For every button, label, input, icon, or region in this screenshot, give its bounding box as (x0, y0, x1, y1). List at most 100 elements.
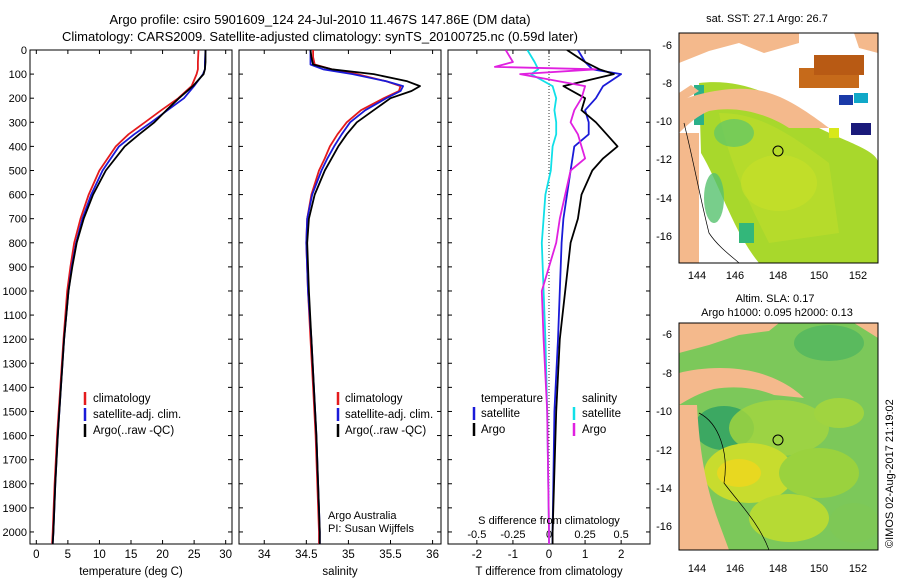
svg-text:-16: -16 (656, 521, 672, 533)
legend-temp-title: temperature (481, 393, 543, 405)
sla-map-title-1: Altim. SLA: 0.17 (736, 293, 815, 305)
svg-text:-6: -6 (662, 329, 672, 341)
sst-map-title: sat. SST: 27.1 Argo: 26.7 (706, 13, 828, 25)
svg-text:-8: -8 (662, 368, 672, 380)
svg-text:146: 146 (726, 563, 744, 575)
s-axis-title: S difference from climatology (478, 515, 620, 527)
series-line-s-argo (493, 50, 597, 544)
x-tick-label: 34.5 (295, 549, 317, 561)
difference-panel: -2 -1 0 1 2-0.5 -0.25 0 0.25 0.5 (447, 49, 651, 561)
depth-tick-label: 800 (9, 238, 27, 250)
title-line-1: Argo profile: csiro 5901609_124 24-Jul-2… (109, 12, 531, 27)
x-tick-label: 35.5 (379, 549, 401, 561)
diff-xlabel: T difference from climatology (475, 566, 622, 578)
x-tick-label: 15 (125, 549, 138, 561)
diff-legend: temperature satellite Argo salinity sate… (472, 393, 621, 527)
annotation-line-2: PI: Susan Wijffels (328, 523, 414, 535)
s-tick-label: 0.25 (574, 529, 595, 541)
svg-text:148: 148 (769, 270, 787, 282)
depth-tick-label: 300 (9, 117, 27, 129)
depth-tick-label: 100 (9, 69, 27, 81)
x-tick-label: -2 (472, 549, 482, 561)
temp-xlabel: temperature (deg C) (79, 566, 183, 578)
series-line-argo-raw-qc (306, 50, 421, 544)
legend-t-argo-label: Argo (481, 424, 505, 436)
series-line-argo-raw-qc (51, 50, 207, 544)
depth-tick-label: 0 (21, 45, 27, 57)
depth-tick-label: 1700 (3, 455, 27, 467)
depth-tick-label: 1000 (3, 286, 27, 298)
legend-clim-label: climatology (93, 393, 151, 405)
x-tick-label: 10 (93, 549, 106, 561)
svg-text:-10: -10 (656, 406, 672, 418)
svg-text:146: 146 (726, 270, 744, 282)
depth-tick-label: 1600 (3, 431, 27, 443)
legend-s-argo-label: Argo (582, 424, 606, 436)
depth-tick-label: 600 (9, 190, 27, 202)
salinity-series-group (305, 50, 421, 544)
depth-tick-label: 200 (9, 93, 27, 105)
sal-xlabel: salinity (322, 566, 357, 578)
x-tick-label: 34 (258, 549, 271, 561)
svg-text:144: 144 (688, 563, 706, 575)
temperature-panel: 0100200300400500600700800900100011001200… (3, 45, 233, 561)
x-tick-label: 30 (219, 549, 232, 561)
x-tick-label: 5 (65, 549, 71, 561)
svg-text:152: 152 (849, 270, 867, 282)
annotation-line-1: Argo Australia (328, 510, 397, 522)
svg-text:-8: -8 (662, 78, 672, 90)
svg-text:144: 144 (688, 270, 706, 282)
series-line-t-satellite (551, 50, 622, 544)
x-tick-label: 36 (426, 549, 439, 561)
title-line-2: Climatology: CARS2009. Satellite-adjuste… (62, 29, 578, 44)
x-tick-label: 2 (618, 549, 624, 561)
x-tick-label: -1 (508, 549, 518, 561)
s-tick-label: 0.5 (613, 529, 628, 541)
salinity-panel: 34 34.5 35 35.5 36 (238, 49, 442, 561)
legend-s-sat-label: satellite (582, 408, 621, 420)
svg-text:-14: -14 (656, 483, 672, 495)
sla-map-title-2: Argo h1000: 0.095 h2000: 0.13 (701, 307, 853, 319)
svg-text:150: 150 (810, 563, 828, 575)
x-tick-label: 0 (546, 549, 552, 561)
svg-text:-6: -6 (662, 40, 672, 52)
legend-sal-title: salinity (582, 393, 617, 405)
svg-text:-12: -12 (656, 445, 672, 457)
depth-tick-label: 700 (9, 214, 27, 226)
depth-tick-label: 1500 (3, 406, 27, 418)
sst-yticks: -6 -8 -10 -12 -14 -16 (656, 40, 672, 243)
sla-yticks: -6 -8 -10 -12 -14 -16 (656, 329, 672, 533)
depth-tick-label: 400 (9, 141, 27, 153)
svg-text:148: 148 (769, 563, 787, 575)
depth-tick-label: 2000 (3, 527, 27, 539)
svg-text:150: 150 (810, 270, 828, 282)
legend-argo-label: Argo(..raw -QC) (345, 425, 426, 437)
sst-map: sat. SST: 27.1 Argo: 26.7 (656, 13, 879, 282)
series-line-t-argo (551, 50, 619, 544)
legend-sat-label: satellite-adj. clim. (345, 409, 433, 421)
sst-xticks: 144 146 148 150 152 (688, 270, 867, 282)
depth-tick-label: 1200 (3, 334, 27, 346)
temperature-series-group (51, 50, 207, 544)
sla-map: Altim. SLA: 0.17 Argo h1000: 0.095 h2000… (656, 293, 879, 575)
legend-clim-label: climatology (345, 393, 403, 405)
difference-series-group (493, 50, 622, 544)
temperature-plot-frame (29, 49, 233, 545)
svg-text:-12: -12 (656, 154, 672, 166)
depth-tick-label: 500 (9, 165, 27, 177)
depth-tick-label: 1400 (3, 382, 27, 394)
depth-tick-label: 1300 (3, 358, 27, 370)
svg-text:-14: -14 (656, 193, 672, 205)
imos-timestamp: ©IMOS 02-Aug-2017 21:19:02 (884, 399, 896, 548)
x-tick-label: 1 (582, 549, 588, 561)
svg-text:-16: -16 (656, 231, 672, 243)
depth-tick-label: 1900 (3, 503, 27, 515)
sal-legend: climatology satellite-adj. clim. Argo(..… (328, 392, 433, 535)
legend-sat-label: satellite-adj. clim. (93, 409, 181, 421)
depth-tick-label: 1800 (3, 479, 27, 491)
svg-text:-10: -10 (656, 116, 672, 128)
x-tick-label: 0 (33, 549, 39, 561)
depth-tick-label: 900 (9, 262, 27, 274)
x-tick-label: 25 (188, 549, 201, 561)
